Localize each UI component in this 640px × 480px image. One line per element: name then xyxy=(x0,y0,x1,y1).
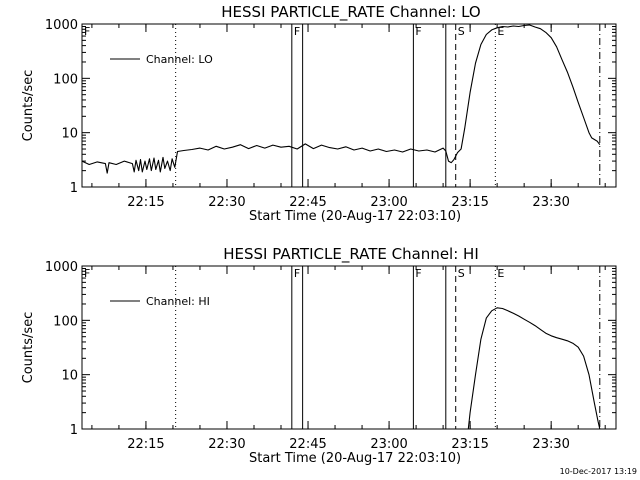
y-tick-label: 1 xyxy=(70,423,78,438)
x-tick-label: 23:30 xyxy=(532,437,569,452)
x-tick-label: 22:30 xyxy=(208,437,245,452)
x-tick-label: 23:00 xyxy=(370,195,407,210)
y-tick-label: 10 xyxy=(61,369,78,384)
event-marker-label: F xyxy=(415,25,421,38)
y-tick-label: 100 xyxy=(53,72,78,87)
event-marker-label: S xyxy=(458,267,465,280)
legend-entry: Channel: LO xyxy=(146,53,213,66)
event-marker-label: F xyxy=(84,25,90,38)
x-axis-label: Start Time (20-Aug-17 22:03:10) xyxy=(249,209,461,224)
event-marker-label: E xyxy=(497,25,504,38)
x-axis-label: Start Time (20-Aug-17 22:03:10) xyxy=(249,451,461,466)
x-tick-label: 22:45 xyxy=(289,437,326,452)
y-tick-label: 100 xyxy=(53,314,78,329)
lo-channel-panel: HESSI PARTICLE_RATE Channel: LO 1 10 100 100… xyxy=(21,3,617,224)
chart-title: HESSI PARTICLE_RATE Channel: HI xyxy=(223,245,479,264)
y-axis-label: Counts/sec xyxy=(21,312,36,384)
x-tick-label: 23:00 xyxy=(370,437,407,452)
y-tick-label: 1000 xyxy=(45,260,78,275)
plot-timestamp: 10-Dec-2017 13:19 xyxy=(560,467,637,476)
plot-frame xyxy=(81,265,617,430)
x-tick-label: 23:15 xyxy=(451,195,488,210)
y-tick-label: 1 xyxy=(70,181,78,196)
event-marker-label: F xyxy=(294,25,300,38)
x-tick-label: 22:45 xyxy=(289,195,326,210)
x-tick-label: 22:15 xyxy=(127,195,164,210)
chart-title: HESSI PARTICLE_RATE Channel: LO xyxy=(221,3,480,22)
event-marker-label: S xyxy=(458,25,465,38)
event-marker-label: F xyxy=(84,267,90,280)
event-marker-label: E xyxy=(497,267,504,280)
y-tick-label: 1000 xyxy=(45,18,78,33)
x-tick-label: 22:30 xyxy=(208,195,245,210)
series-line xyxy=(81,24,601,174)
y-axis-label: Counts/sec xyxy=(21,70,36,142)
y-tick-label: 10 xyxy=(61,127,78,142)
event-marker-label: F xyxy=(294,267,300,280)
x-tick-label: 23:30 xyxy=(532,195,569,210)
series-line xyxy=(467,307,601,430)
hi-channel-panel: HESSI PARTICLE_RATE Channel: HI 1 10 100 100… xyxy=(21,245,617,466)
legend-entry: Channel: HI xyxy=(146,295,210,308)
x-tick-label: 22:15 xyxy=(127,437,164,452)
event-marker-label: F xyxy=(415,267,421,280)
x-tick-label: 23:15 xyxy=(451,437,488,452)
